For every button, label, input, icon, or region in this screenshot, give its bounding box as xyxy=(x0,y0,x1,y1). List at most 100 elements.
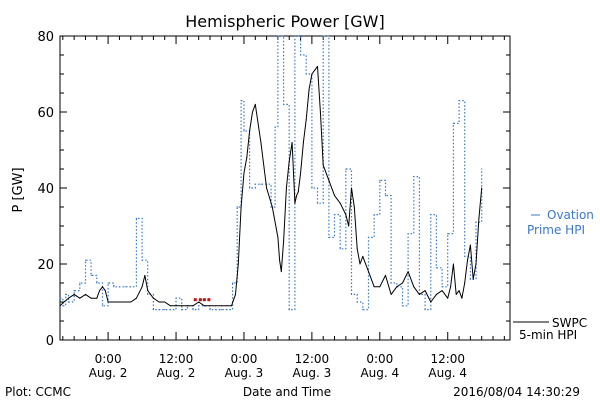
x-tick-date: Aug. 2 xyxy=(157,366,196,380)
ovation-prime-point xyxy=(65,293,67,295)
x-tick-date: Aug. 2 xyxy=(89,366,128,380)
ovation-prime-point xyxy=(373,214,375,216)
swpc-point xyxy=(226,305,228,307)
swpc-point xyxy=(418,293,420,295)
swpc-point xyxy=(308,88,310,90)
ovation-prime-point xyxy=(294,35,296,37)
swpc-point xyxy=(254,103,256,105)
ovation-prime-series xyxy=(59,35,483,311)
ovation-prime-point xyxy=(464,255,466,257)
swpc-point xyxy=(67,297,69,299)
ovation-prime-point xyxy=(147,293,149,295)
swpc-point xyxy=(234,293,236,295)
swpc-point xyxy=(198,301,200,303)
swpc-point xyxy=(231,305,233,307)
swpc-point xyxy=(359,263,361,265)
swpc-point xyxy=(407,271,409,273)
ovation-prime-point xyxy=(124,286,126,288)
ovation-prime-point xyxy=(413,176,415,178)
ovation-prime-point xyxy=(481,168,483,170)
ovation-prime-point xyxy=(152,309,154,311)
y-tick-label: 60 xyxy=(37,106,54,121)
ovation-prime-point xyxy=(274,126,276,128)
swpc-point xyxy=(353,206,355,208)
ovation-prime-point xyxy=(362,309,364,311)
swpc-point xyxy=(328,179,330,181)
swpc-point xyxy=(118,301,120,303)
ovation-prime-point xyxy=(299,54,302,56)
ovation-prime-point xyxy=(249,187,251,189)
swpc-point xyxy=(175,305,177,307)
swpc-point xyxy=(367,271,369,273)
ovation-prime-point xyxy=(84,259,87,261)
swpc-point xyxy=(73,293,75,295)
swpc-point xyxy=(424,290,426,292)
swpc-point xyxy=(220,305,222,307)
swpc-point xyxy=(215,305,217,307)
swpc-point xyxy=(319,111,321,113)
swpc-point xyxy=(279,259,281,261)
swpc-point xyxy=(317,65,319,67)
x-tick-time: 0:00 xyxy=(366,352,393,366)
swpc-point xyxy=(464,282,466,284)
swpc-point xyxy=(246,157,248,159)
swpc-point xyxy=(79,297,81,299)
y-tick-label: 80 xyxy=(37,30,54,45)
ovation-prime-point xyxy=(384,195,387,197)
x-tick-date: Aug. 3 xyxy=(225,366,264,380)
swpc-point xyxy=(130,301,132,303)
ovation-legend-line-1: Ovation xyxy=(547,208,594,222)
ovation-prime-point xyxy=(447,233,449,235)
swpc-point xyxy=(345,214,347,216)
ovation-prime-point xyxy=(452,122,454,124)
swpc-point xyxy=(280,271,282,273)
swpc-point xyxy=(379,286,381,288)
swpc-point xyxy=(158,301,160,303)
swpc-point xyxy=(99,290,101,292)
swpc-point xyxy=(435,293,437,295)
ovation-prime-point xyxy=(101,305,104,307)
ovation-prime-point xyxy=(311,187,313,189)
y-tick-label: 20 xyxy=(37,258,54,273)
swpc-point xyxy=(150,293,152,295)
swpc-point xyxy=(249,130,251,132)
swpc-point xyxy=(296,195,298,197)
swpc-point xyxy=(305,119,307,121)
ovation-prime-point xyxy=(164,309,166,311)
swpc-point xyxy=(192,305,194,307)
ovation-prime-point xyxy=(345,168,347,170)
swpc-point xyxy=(334,195,336,197)
swpc-point xyxy=(271,206,273,208)
swpc-point xyxy=(152,297,154,299)
swpc-point xyxy=(362,255,364,257)
ovation-prime-point xyxy=(390,282,392,284)
swpc-point xyxy=(300,172,302,174)
axes xyxy=(59,35,511,341)
ovation-prime-point xyxy=(243,130,245,132)
ovation-prime-point xyxy=(350,293,353,295)
ovation-prime-point xyxy=(441,286,443,288)
swpc-point xyxy=(461,297,463,299)
ovation-prime-point xyxy=(260,183,262,185)
swpc-point xyxy=(314,69,316,71)
x-tick-date: Aug. 3 xyxy=(293,366,332,380)
ovation-prime-point xyxy=(240,100,242,102)
swpc-point xyxy=(450,286,452,288)
ovation-prime-point xyxy=(430,214,432,216)
swpc-point xyxy=(452,263,454,265)
ovation-prime-point xyxy=(198,305,200,307)
ovation-prime-point xyxy=(107,282,109,284)
ovation-prime-point xyxy=(118,286,121,288)
swpc-point xyxy=(285,187,287,189)
swpc-point xyxy=(147,290,149,292)
ovation-prime-point xyxy=(424,309,426,311)
swpc-point xyxy=(113,301,115,303)
swpc-point xyxy=(260,141,262,143)
swpc-highlight-marker xyxy=(207,298,211,302)
swpc-point xyxy=(478,217,480,219)
swpc-point xyxy=(348,225,350,227)
ovation-prime-point xyxy=(305,73,307,75)
swpc-point xyxy=(107,301,109,303)
plot-timestamp: 2016/08/04 14:30:29 xyxy=(453,385,580,399)
